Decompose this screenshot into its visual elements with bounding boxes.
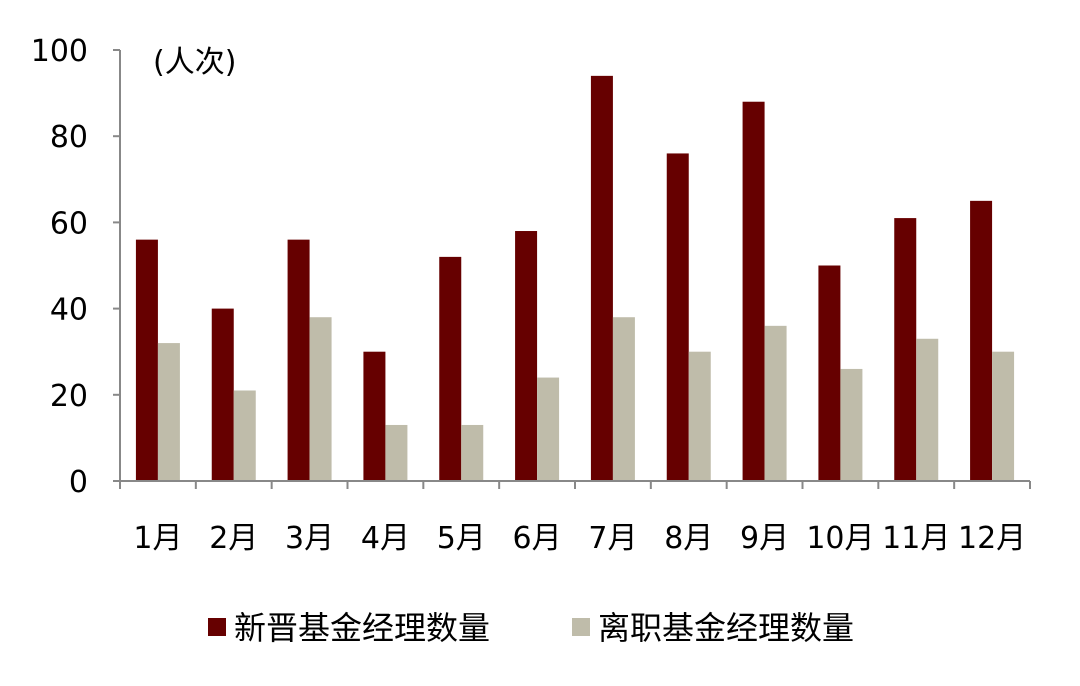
bar-departed-7 xyxy=(612,317,635,481)
x-tick-label: 11月 xyxy=(882,521,950,556)
x-tick-label: 1月 xyxy=(133,521,182,556)
x-tick-label: 12月 xyxy=(958,521,1026,556)
x-tick-label: 2月 xyxy=(209,521,258,556)
bar-departed-8 xyxy=(688,351,711,481)
legend-swatch-new xyxy=(208,618,226,636)
bar-new-8 xyxy=(666,153,689,481)
y-tick-label: 40 xyxy=(50,293,88,328)
x-tick-label: 4月 xyxy=(361,521,410,556)
legend-label-new: 新晋基金经理数量 xyxy=(234,609,490,647)
x-tick-label: 6月 xyxy=(513,521,562,556)
bar-new-1 xyxy=(135,239,158,481)
bar-new-5 xyxy=(439,256,462,481)
x-tick-label: 10月 xyxy=(806,521,874,556)
x-tick-label: 5月 xyxy=(437,521,486,556)
legend-label-departed: 离职基金经理数量 xyxy=(598,609,854,647)
bar-departed-2 xyxy=(233,390,256,481)
legend: 新晋基金经理数量 离职基金经理数量 xyxy=(208,609,854,647)
x-tick-label: 9月 xyxy=(740,521,789,556)
bar-departed-12 xyxy=(992,351,1015,481)
y-tick-label: 0 xyxy=(69,465,88,500)
bar-new-11 xyxy=(894,218,917,481)
y-tick-label: 80 xyxy=(50,120,88,155)
bar-departed-10 xyxy=(840,368,863,481)
bar-new-10 xyxy=(818,265,841,481)
bar-departed-9 xyxy=(764,325,787,481)
x-axis: 1月 2月 3月 4月 5月 6月 7月 8月 9月 10月 11月 12月 xyxy=(119,480,1031,556)
bar-new-2 xyxy=(211,308,234,481)
bar-departed-5 xyxy=(461,424,484,481)
bar-departed-3 xyxy=(309,317,332,481)
bar-departed-6 xyxy=(537,377,560,481)
bar-departed-11 xyxy=(916,338,939,481)
y-tick-label: 60 xyxy=(50,206,88,241)
bar-new-3 xyxy=(287,239,310,481)
bar-departed-1 xyxy=(157,343,180,481)
bar-new-4 xyxy=(363,351,386,481)
x-tick-label: 7月 xyxy=(588,521,637,556)
x-tick-label: 8月 xyxy=(664,521,713,556)
legend-swatch-departed xyxy=(572,618,590,636)
bar-new-12 xyxy=(970,200,993,481)
bar-new-7 xyxy=(590,75,613,482)
bar-new-9 xyxy=(742,101,765,481)
y-unit-label: (人次) xyxy=(153,45,236,80)
x-tick-label: 3月 xyxy=(285,521,334,556)
y-tick-label: 20 xyxy=(50,379,88,414)
bar-departed-4 xyxy=(385,424,408,481)
plot-area xyxy=(135,75,1015,482)
y-axis: 0 20 40 60 80 100 xyxy=(31,34,121,500)
bar-new-6 xyxy=(515,231,538,481)
y-tick-label: 100 xyxy=(31,34,88,69)
